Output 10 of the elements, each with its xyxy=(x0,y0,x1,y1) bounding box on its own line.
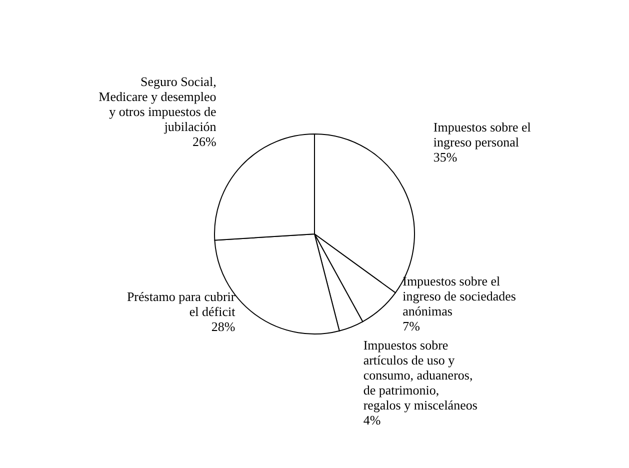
slice-label: Impuestos sobre el ingreso personal xyxy=(433,120,532,150)
data-label: 7% xyxy=(402,318,420,334)
data-label: 4% xyxy=(363,412,381,428)
slice-label: Seguro Social, Medicare y desempleo y otros impuestos de jubilación xyxy=(98,74,217,134)
slice-label: Impuestos sobre el ingreso de sociedades anónimas xyxy=(402,274,516,319)
data-label: 35% xyxy=(433,150,458,165)
slice-label: Préstamo para cubrir el déficit xyxy=(126,288,236,319)
slice-label: Impuestos sobre artículos de uso y consumo, aduaneros, de patrimonio, regalos y misceláneos xyxy=(363,338,478,413)
data-label: 26% xyxy=(192,134,216,149)
data-label: 28% xyxy=(211,318,236,334)
